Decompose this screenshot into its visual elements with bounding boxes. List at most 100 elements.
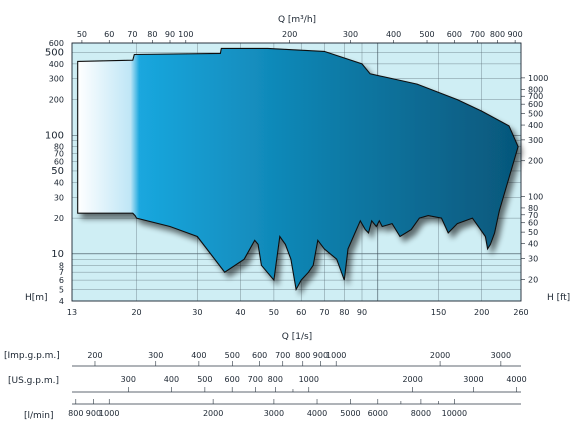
scale-tick-label: 1000 (299, 375, 319, 384)
y-right-tick-label: 400 (528, 121, 543, 130)
y-tick-label: 500 (45, 47, 64, 58)
y-tick-label: 70 (54, 150, 64, 159)
y-right-tick-label: 300 (528, 136, 543, 145)
scale-tick-label: 2000 (203, 409, 223, 418)
y-axis-title: H[m] (25, 293, 48, 303)
y-tick-label: 400 (49, 60, 64, 69)
scale-tick-label: 300 (121, 375, 136, 384)
x-axis-title: Q [1/s] (282, 332, 312, 342)
y-tick-label: 300 (49, 75, 64, 84)
y-right-tick-label: 40 (528, 240, 538, 249)
y-tick-label: 30 (54, 193, 64, 202)
scale-tick-label: 800 (295, 351, 310, 360)
x-tick-label: 80 (339, 308, 349, 317)
scale-tick-label: 2000 (402, 375, 422, 384)
scale-tick-label: 6000 (368, 409, 388, 418)
y-right-tick-label: 80 (528, 204, 538, 213)
y-tick-label: 40 (54, 178, 64, 187)
scale-tick-label: 800 (268, 375, 283, 384)
x-top-tick-label: 70 (127, 30, 137, 39)
scale-tick-label: 500 (225, 351, 240, 360)
scale-tick-label: 900 (86, 409, 101, 418)
y-tick-label: 600 (49, 39, 64, 48)
x-tick-label: 200 (474, 308, 489, 317)
scale-tick-label: 500 (197, 375, 212, 384)
scale-tick-label: 600 (225, 375, 240, 384)
x-top-tick-label: 400 (386, 30, 401, 39)
scale-tick-label: 4000 (506, 375, 526, 384)
scale-tick-label: 2000 (430, 351, 450, 360)
scale-tick-label: 600 (252, 351, 267, 360)
y-right-tick-label: 700 (528, 92, 543, 101)
x-tick-label: 13 (67, 308, 77, 317)
performance-envelope (77, 47, 519, 292)
y-right-tick-label: 30 (528, 254, 538, 263)
x-tick-label: 50 (269, 308, 279, 317)
scale-tick-label: 3000 (463, 375, 483, 384)
x-top-axis-title: Q [m³/h] (278, 15, 316, 25)
x-tick-label: 260 (513, 308, 528, 317)
y-right-tick-label: 50 (528, 228, 538, 237)
x-top-tick-label: 800 (490, 30, 505, 39)
y-tick-label: 8 (59, 261, 64, 270)
scale-tick-label: 700 (248, 375, 263, 384)
y-tick-label: 7 (59, 268, 64, 277)
x-top-tick-label: 60 (104, 30, 114, 39)
y-right-tick-label: 1000 (528, 74, 548, 83)
scale-tick-label: 1000 (99, 409, 119, 418)
y-right-tick-label: 60 (528, 219, 538, 228)
scale-tick-label: 200 (87, 351, 102, 360)
imp-gpm-scale-label: [Imp.g.p.m.] (4, 351, 60, 361)
scale-tick-label: 3000 (491, 351, 511, 360)
y-right-tick-label: 800 (528, 85, 543, 94)
x-top-tick-label: 200 (282, 30, 297, 39)
x-tick-label: 150 (431, 308, 446, 317)
x-tick-label: 90 (357, 308, 367, 317)
x-top-tick-label: 700 (470, 30, 485, 39)
y-tick-label: 60 (54, 158, 64, 167)
scale-tick-label: 10000 (442, 409, 467, 418)
x-top-tick-label: 600 (447, 30, 462, 39)
y-right-tick-label: 100 (528, 192, 543, 201)
y-tick-label: 20 (54, 214, 64, 223)
y-tick-label: 5 (59, 286, 64, 295)
scale-tick-label: 8000 (411, 409, 431, 418)
x-top-tick-label: 80 (147, 30, 157, 39)
y-tick-label: 4 (59, 297, 64, 306)
plot-frame (71, 42, 522, 302)
y-right-tick-label: 500 (528, 110, 543, 119)
x-tick-label: 70 (319, 308, 329, 317)
envelope-shape (77, 47, 519, 292)
l-min-scale-label: [l/min] (24, 411, 54, 421)
x-top-tick-label: 900 (507, 30, 522, 39)
scale-tick-label: 3000 (264, 409, 284, 418)
x-tick-label: 60 (296, 308, 306, 317)
x-tick-label: 40 (235, 308, 245, 317)
y-right-tick-label: 70 (528, 211, 538, 220)
y-tick-label: 200 (49, 96, 64, 105)
scale-tick-label: 400 (164, 375, 179, 384)
x-top-tick-label: 500 (419, 30, 434, 39)
y-tick-label: 50 (51, 166, 64, 177)
y-right-tick-label: 600 (528, 100, 543, 109)
us-gpm-scale-label: [US.g.p.m.] (8, 376, 59, 386)
scale-tick-label: 400 (191, 351, 206, 360)
scale-tick-label: 5000 (340, 409, 360, 418)
x-tick-label: 20 (131, 308, 141, 317)
scale-tick-label: 300 (148, 351, 163, 360)
scale-tick-label: 800 (68, 409, 83, 418)
scale-tick-label: 1000 (326, 351, 346, 360)
scale-tick-label: 4000 (307, 409, 327, 418)
y-tick-label: 6 (59, 276, 64, 285)
y-right-axis-title: H [ft] (547, 293, 570, 303)
y-tick-label: 80 (54, 143, 64, 152)
x-top-tick-label: 50 (77, 30, 87, 39)
y-tick-label: 10 (51, 249, 64, 260)
x-top-tick-label: 100 (178, 30, 193, 39)
y-tick-label: 100 (45, 130, 64, 141)
scale-tick-label: 700 (275, 351, 290, 360)
x-top-tick-label: 300 (343, 30, 358, 39)
x-tick-label: 30 (192, 308, 202, 317)
